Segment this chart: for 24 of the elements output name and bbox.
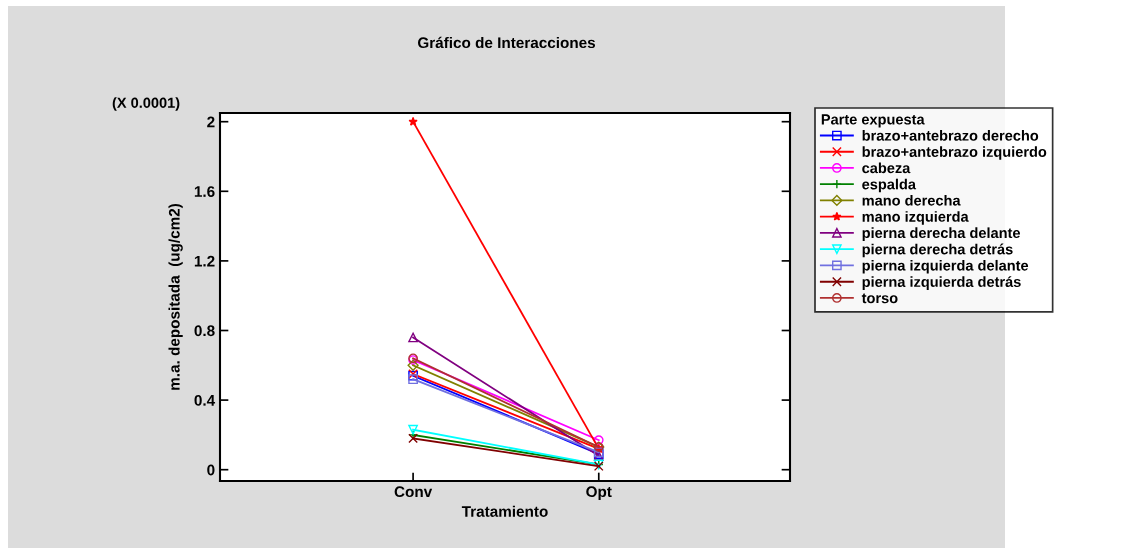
legend-label: brazo+antebrazo derecho (862, 130, 1039, 141)
y-axis-title: m.a. depositada (ug/cm2) (168, 203, 183, 390)
legend-label: espalda (862, 178, 917, 193)
legend-label: mano derecha (862, 194, 961, 206)
legend-label: brazo+antebrazo izquierdo (862, 146, 1047, 160)
y-tick-label: 2 (207, 116, 215, 128)
legend-label: pierna derecha delante (862, 227, 1021, 241)
legend-label: pierna derecha detrás (862, 243, 1013, 258)
legend-label: cabeza (862, 162, 911, 174)
y-tick-label: 0.8 (194, 325, 215, 337)
legend-title: Parte expuesta (821, 114, 925, 128)
y-tick-label: 0 (207, 464, 215, 476)
x-tick-label: Conv (394, 486, 433, 498)
legend-label: mano izquierda (862, 211, 969, 225)
x-axis-title: Tratamiento (461, 505, 548, 517)
legend-label: torso (861, 293, 898, 304)
legend-label: pierna izquierda detrás (862, 276, 1021, 290)
x-tick-label: Opt (586, 486, 612, 501)
chart-title: Gráfico de Interacciones (417, 36, 596, 49)
legend-label: pierna izquierda delante (862, 259, 1029, 274)
y-tick-label: 0.4 (194, 394, 216, 406)
text: (X 0.0001) (112, 97, 180, 111)
y-tick-label: 1.2 (194, 255, 215, 267)
y-tick-label: 1.6 (194, 186, 215, 197)
